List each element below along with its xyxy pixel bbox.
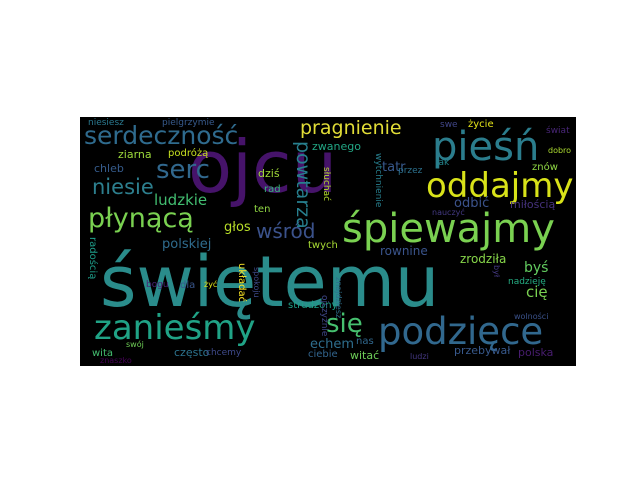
word: rownine bbox=[380, 244, 428, 258]
word: zrodziła bbox=[460, 252, 507, 266]
word: nas bbox=[356, 336, 374, 347]
word: często bbox=[174, 346, 210, 359]
word: znajdziesz bbox=[334, 277, 343, 319]
word: wita bbox=[92, 348, 114, 359]
word: serdeczność bbox=[84, 121, 239, 150]
word: przebywał bbox=[454, 344, 511, 357]
word: śpiewajmy bbox=[342, 206, 555, 252]
word: świat bbox=[546, 126, 570, 136]
word: swe bbox=[440, 120, 458, 130]
word: pieśń bbox=[432, 124, 540, 170]
word: ludzkie bbox=[154, 191, 208, 209]
word: miłością bbox=[510, 198, 556, 211]
word: niesiesz bbox=[88, 118, 124, 128]
word: radością bbox=[87, 237, 98, 280]
word: odbić bbox=[454, 196, 490, 211]
word: żyć bbox=[204, 280, 218, 289]
word: układać bbox=[236, 263, 247, 303]
word: ten bbox=[254, 204, 271, 215]
word: byś bbox=[524, 260, 549, 276]
word: spokoju bbox=[252, 267, 261, 298]
word: podzięce bbox=[378, 310, 544, 353]
word: wytchnienie bbox=[373, 153, 383, 208]
word: strudzony bbox=[288, 300, 338, 311]
word: płynącą bbox=[88, 203, 194, 234]
word: ojcu bbox=[188, 125, 338, 209]
word-cloud: świętemu ojcu śpiewajmy podzięce pieśń o… bbox=[80, 117, 576, 366]
word: znaszko bbox=[100, 356, 132, 365]
word: niesie bbox=[92, 175, 154, 199]
word: echem bbox=[310, 337, 355, 352]
word: dla bbox=[180, 280, 196, 291]
word: jak bbox=[436, 158, 450, 168]
word: witać bbox=[350, 349, 380, 362]
word: dziś bbox=[258, 167, 280, 180]
word: chleb bbox=[94, 162, 124, 175]
word: powtarza bbox=[292, 141, 314, 229]
word: dobro bbox=[548, 146, 572, 155]
word: polskiej bbox=[162, 237, 212, 252]
word: wolności bbox=[514, 312, 549, 321]
word: cię bbox=[526, 283, 548, 301]
word: rad bbox=[264, 184, 281, 195]
word: się bbox=[326, 309, 363, 339]
word: ziarna bbox=[118, 148, 152, 161]
word: życie bbox=[468, 119, 494, 130]
word: był bbox=[492, 265, 501, 278]
word: zwanego bbox=[312, 140, 361, 153]
word: bogu bbox=[146, 280, 169, 290]
word: głos bbox=[224, 220, 251, 235]
word: podróżą bbox=[168, 148, 209, 159]
word: swój bbox=[126, 340, 144, 349]
word: przez bbox=[398, 166, 423, 176]
word: nauczyć bbox=[432, 208, 465, 217]
word: oddajmy bbox=[426, 166, 574, 206]
word: znów bbox=[532, 162, 558, 173]
word: chcemy bbox=[206, 348, 242, 358]
word: zanieśmy bbox=[94, 308, 256, 348]
word: pragnienie bbox=[300, 117, 402, 139]
word: serc bbox=[156, 155, 210, 185]
word: wśród bbox=[256, 219, 316, 243]
word: polska bbox=[518, 346, 554, 359]
word: ludzi bbox=[410, 352, 429, 361]
word: twych bbox=[308, 240, 338, 251]
word: nadzieję bbox=[508, 277, 546, 287]
word: słuchać bbox=[321, 167, 331, 202]
word: tatr bbox=[382, 160, 406, 175]
word: ciebie bbox=[308, 349, 338, 360]
word: pielgrzymie bbox=[162, 118, 215, 128]
word: ojczyźnie bbox=[319, 295, 329, 337]
word: świętemu bbox=[100, 241, 440, 323]
